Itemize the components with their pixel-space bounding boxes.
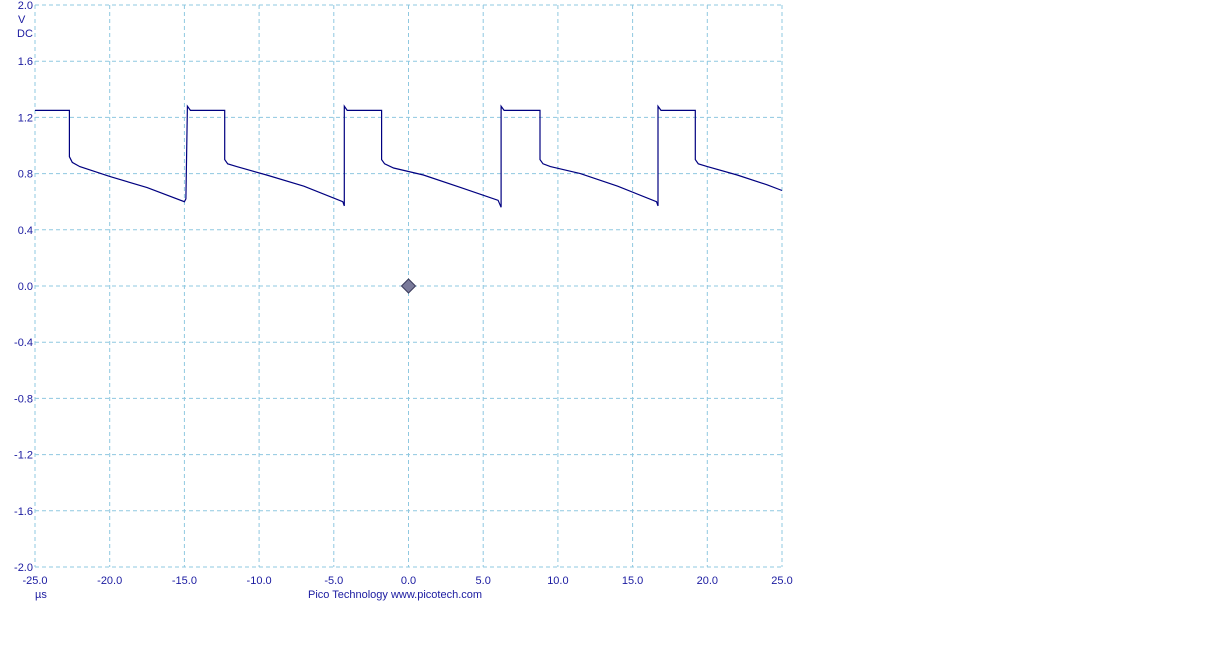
trigger-marker-layer bbox=[400, 278, 417, 294]
y-unit-label: V bbox=[18, 14, 26, 26]
footer-credit: Pico Technology www.picotech.com bbox=[308, 589, 482, 601]
y-tick-label: -0.8 bbox=[14, 393, 33, 405]
y-tick-label: 0.4 bbox=[18, 225, 33, 237]
y-tick-label: -1.6 bbox=[14, 506, 33, 518]
y-tick-label: -2.0 bbox=[14, 562, 33, 574]
grid bbox=[34, 4, 783, 568]
x-tick-label: 0.0 bbox=[401, 575, 416, 587]
trace-layer bbox=[35, 104, 783, 208]
y-axis-ticks: 2.0 1.6 1.2 0.8 0.4 0.0 -0.4 -0.8 -1.2 -1.6 -2.0 bbox=[14, 0, 33, 574]
y-tick-label: 0.0 bbox=[18, 281, 33, 293]
x-tick-label: 20.0 bbox=[697, 575, 718, 587]
y-tick-label: 1.6 bbox=[18, 56, 33, 68]
x-tick-label: -20.0 bbox=[97, 575, 122, 587]
x-tick-label: -10.0 bbox=[247, 575, 272, 587]
y-coupling-label: DC bbox=[17, 28, 33, 40]
series-line-0 bbox=[35, 104, 783, 208]
x-tick-label: 15.0 bbox=[622, 575, 643, 587]
y-tick-label: 2.0 bbox=[18, 0, 33, 12]
y-tick-label: -0.4 bbox=[14, 337, 33, 349]
x-tick-label: -15.0 bbox=[172, 575, 197, 587]
trigger-marker[interactable] bbox=[400, 278, 417, 294]
x-tick-label: -5.0 bbox=[324, 575, 343, 587]
x-tick-label: 5.0 bbox=[476, 575, 491, 587]
x-tick-label: -25.0 bbox=[22, 575, 47, 587]
y-tick-label: 1.2 bbox=[18, 112, 33, 124]
y-tick-label: 0.8 bbox=[18, 169, 33, 181]
x-unit-label: µs bbox=[35, 589, 47, 601]
x-tick-label: 25.0 bbox=[771, 575, 792, 587]
x-tick-label: 10.0 bbox=[547, 575, 568, 587]
y-tick-label: -1.2 bbox=[14, 450, 33, 462]
x-axis-ticks: -25.0 -20.0 -15.0 -10.0 -5.0 0.0 5.0 10.0 15.0 20… bbox=[22, 575, 792, 587]
